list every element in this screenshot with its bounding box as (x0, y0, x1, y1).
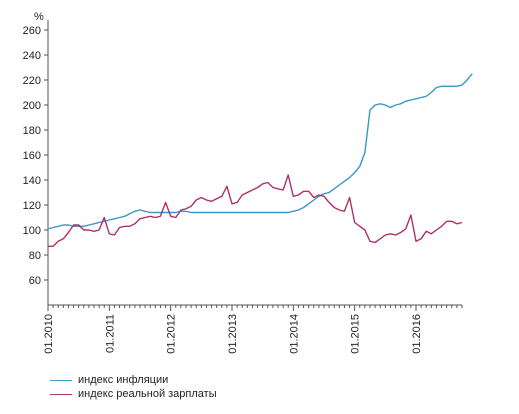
y-tick-label: 240 (23, 50, 41, 62)
x-tick-label: 01.2014 (288, 314, 300, 354)
y-axis-ticks: 60 80 100 120 140 160 180 200 220 240 260 (23, 25, 48, 287)
chart-axes (47, 20, 462, 306)
y-tick-label: 220 (23, 75, 41, 87)
x-tick-label: 01.2012 (166, 314, 178, 354)
legend-swatch-real-wage (50, 393, 72, 395)
y-tick-label: 120 (23, 200, 41, 212)
legend-item-inflation: индекс инфляции (50, 373, 217, 387)
y-tick-label: 100 (23, 225, 41, 237)
y-tick-label: 180 (23, 125, 41, 137)
x-tick-label: 01.2010 (43, 314, 55, 354)
series-line-inflation (47, 73, 473, 230)
x-tick-label: 01.2011 (104, 314, 116, 353)
legend-item-real-wage: индекс реальной зарплаты (50, 387, 217, 401)
y-tick-label: 80 (29, 250, 41, 262)
legend-label-inflation: индекс инфляции (78, 374, 169, 386)
series-lines (47, 73, 473, 248)
x-axis-ticks: 01.2010 01.2011 01.2012 01.2013 01.2014 01.20… (43, 305, 463, 354)
legend-swatch-inflation (50, 379, 72, 381)
x-tick-label: 01.2013 (227, 314, 239, 354)
series-line-real-wage (48, 174, 463, 248)
y-tick-label: 140 (23, 175, 41, 187)
y-axis-label: % (34, 11, 44, 23)
y-tick-label: 60 (29, 275, 41, 287)
y-tick-label: 200 (23, 100, 41, 112)
legend: индекс инфляции индекс реальной зарплаты (50, 373, 217, 401)
y-tick-label: 160 (23, 150, 41, 162)
x-tick-label: 01.2016 (411, 314, 423, 354)
x-tick-label: 01.2015 (350, 314, 362, 354)
y-tick-label: 260 (23, 25, 41, 37)
legend-label-real-wage: индекс реальной зарплаты (78, 388, 217, 400)
